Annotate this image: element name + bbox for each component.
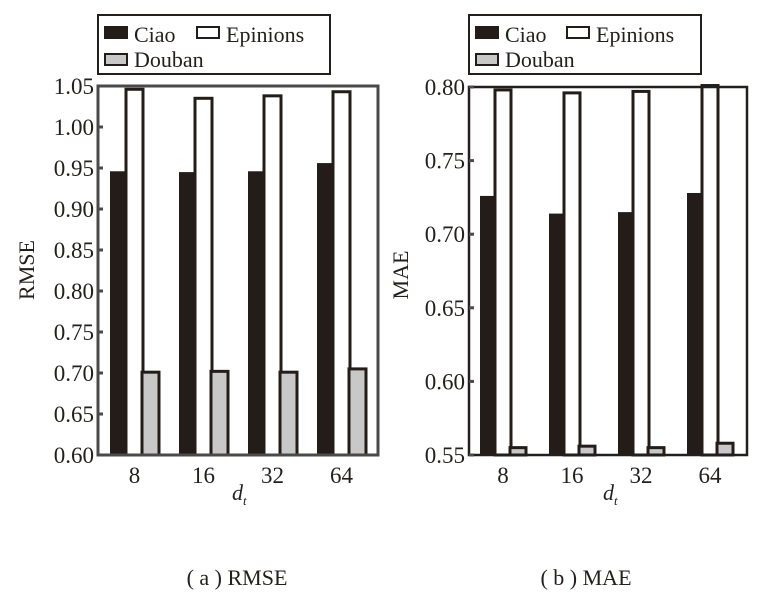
mae-bar-ciao-32 [618, 212, 634, 455]
rmse-y-tick-label: 0.90 [54, 197, 94, 222]
rmse-y-tick-label: 0.80 [54, 279, 94, 304]
mae-y-axis: 0.55 0.60 0.65 0.70 0.75 0.80 [425, 75, 474, 468]
mae-plot-frame [467, 85, 749, 457]
legend-label-epinions: Epinions [226, 22, 304, 47]
mae-bar-epinions-8 [493, 88, 513, 457]
rmse-x-tick-label: 8 [129, 463, 141, 488]
rmse-bar-epinions-64 [331, 90, 352, 457]
mae-caption: ( b ) MAE [540, 565, 631, 590]
rmse-plot-frame [96, 84, 380, 457]
rmse-y-tick-label: 1.05 [54, 74, 94, 99]
legend-label-douban: Douban [134, 47, 204, 72]
legend-swatch-epinions [196, 26, 220, 39]
rmse-x-tick-label: 64 [330, 463, 354, 488]
rmse-bar-ciao-32 [248, 171, 265, 455]
mae-bar-ciao-16 [549, 213, 565, 455]
mae-bar-epinions-32 [631, 89, 651, 457]
rmse-x-tick-label: 32 [261, 463, 284, 488]
legend-swatch-ciao [475, 26, 499, 39]
rmse-bar-douban-8 [140, 370, 161, 457]
rmse-x-axis-label: dt [232, 480, 247, 508]
rmse-bar-douban-16 [209, 369, 230, 457]
rmse-y-tick-label: 1.00 [54, 115, 94, 140]
rmse-x-axis-label-main: d [232, 480, 244, 505]
mae-chart: Ciao Epinions Douban 0.55 0.60 0.65 0.70 0.7… [388, 14, 749, 590]
mae-y-axis-label: MAE [388, 251, 413, 300]
rmse-x-axis: 8 16 32 64 [129, 463, 354, 488]
rmse-y-tick-label: 0.85 [54, 238, 94, 263]
mae-bar-epinions-16 [562, 91, 582, 457]
mae-y-tick-label: 0.75 [425, 149, 465, 174]
mae-bar-ciao-64 [687, 192, 703, 455]
rmse-y-tick-label: 0.60 [54, 443, 94, 468]
mae-y-tick-label: 0.80 [425, 75, 465, 100]
rmse-bar-epinions-16 [193, 96, 214, 457]
rmse-legend: Ciao Epinions Douban [97, 14, 331, 75]
mae-legend: Ciao Epinions Douban [468, 14, 702, 75]
legend-swatch-epinions [566, 26, 590, 39]
legend-swatch-ciao [104, 26, 128, 39]
mae-x-axis-label: dt [603, 480, 618, 508]
mae-x-tick-label: 8 [497, 463, 509, 488]
mae-x-axis-label-sub: t [614, 493, 618, 508]
mae-y-tick-label: 0.55 [425, 443, 465, 468]
legend-label-ciao: Ciao [505, 22, 547, 47]
rmse-y-tick-label: 0.65 [54, 402, 94, 427]
rmse-bar-douban-32 [278, 370, 299, 457]
rmse-bar-ciao-16 [179, 172, 196, 455]
mae-x-axis: 8 16 32 64 [497, 463, 722, 488]
mae-bar-douban-64 [715, 441, 735, 457]
mae-x-tick-label: 16 [561, 463, 584, 488]
mae-y-tick-label: 0.65 [425, 296, 465, 321]
rmse-x-tick-label: 16 [192, 463, 215, 488]
mae-x-axis-label-main: d [603, 480, 615, 505]
mae-bar-douban-16 [577, 444, 597, 457]
rmse-caption: ( a ) RMSE [187, 565, 288, 590]
rmse-bar-ciao-64 [317, 163, 334, 455]
legend-frame [468, 14, 702, 75]
legend-label-epinions: Epinions [596, 22, 674, 47]
rmse-bars [110, 87, 368, 457]
mae-bars [480, 84, 735, 457]
rmse-y-axis-label: RMSE [14, 240, 39, 300]
legend-label-ciao: Ciao [134, 22, 176, 47]
mae-y-tick-label: 0.70 [425, 222, 465, 247]
legend-frame [97, 14, 331, 75]
rmse-bar-douban-64 [347, 367, 368, 457]
mae-bar-epinions-64 [700, 84, 720, 457]
mae-y-tick-label: 0.60 [425, 369, 465, 394]
rmse-y-tick-label: 0.95 [54, 156, 94, 181]
mae-x-tick-label: 32 [630, 463, 653, 488]
rmse-x-axis-label-sub: t [243, 493, 247, 508]
rmse-y-tick-label: 0.75 [54, 320, 94, 345]
rmse-y-tick-label: 0.70 [54, 361, 94, 386]
mae-bar-ciao-8 [480, 195, 496, 456]
rmse-chart: Ciao Epinions Douban 0.60 0.65 0.70 0.75 0.8… [14, 14, 380, 590]
legend-swatch-douban [475, 53, 499, 66]
mae-x-tick-label: 64 [699, 463, 723, 488]
rmse-bar-epinions-8 [124, 87, 145, 457]
rmse-bar-ciao-8 [110, 171, 127, 455]
rmse-bar-epinions-32 [262, 94, 283, 457]
legend-label-douban: Douban [505, 47, 575, 72]
rmse-y-axis: 0.60 0.65 0.70 0.75 0.80 0.85 0.90 0.95 1.00 1.05 [54, 74, 103, 468]
legend-swatch-douban [104, 53, 128, 66]
